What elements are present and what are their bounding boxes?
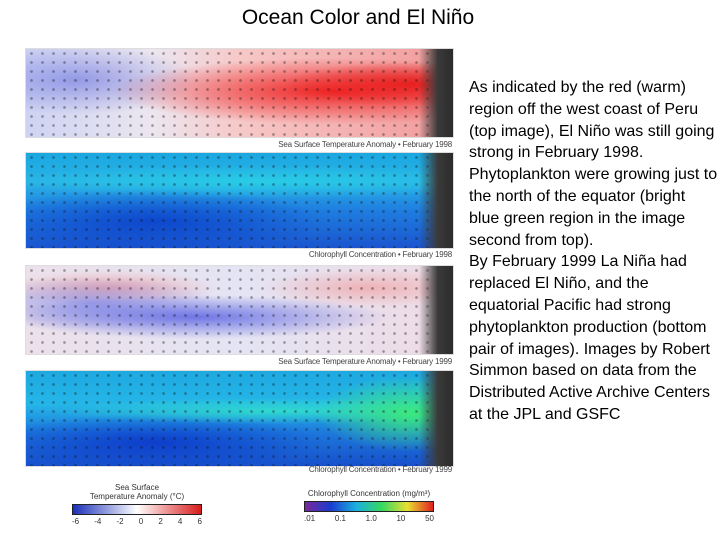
- land-islands-overlay: [26, 153, 453, 248]
- sst-scale-ticks: -6 -4 -2 0 2 4 6: [72, 517, 202, 526]
- chl-tick-label: 1.0: [365, 514, 377, 523]
- sst-tick-label: -6: [72, 517, 80, 526]
- chlorophyll-map-1999: [25, 370, 454, 467]
- sst-tick-label: -4: [94, 517, 102, 526]
- page-title: Ocean Color and El Niño: [241, 6, 475, 29]
- chlorophyll-map-1998: [25, 152, 454, 249]
- sst-1998-caption: Sea Surface Temperature Anomaly • Februa…: [278, 140, 452, 149]
- description-text: As indicated by the red (warm) region of…: [469, 77, 719, 426]
- sst-tick-label: 6: [197, 517, 202, 526]
- chlorophyll-1998-caption: Chlorophyll Concentration • February 199…: [308, 250, 452, 259]
- chlorophyll-legend-title: Chlorophyll Concentration (mg/m³): [307, 489, 431, 498]
- description-paragraph-1998: As indicated by the red (warm) region of…: [469, 79, 718, 249]
- sst-tick-label: -2: [116, 517, 124, 526]
- land-islands-overlay: [26, 266, 453, 354]
- chlorophyll-scale-ticks: .01 0.1 1.0 10 50: [304, 514, 434, 523]
- chl-tick-label: 10: [396, 514, 406, 523]
- sst-tick-label: 4: [177, 517, 183, 526]
- sst-anomaly-map-1999: [25, 265, 454, 355]
- sst-legend-title-line2: Temperature Anomaly (°C): [89, 492, 185, 501]
- sst-anomaly-map-1998: [25, 48, 454, 138]
- south-america-landmass: [419, 266, 453, 354]
- chl-tick-label: .01: [304, 514, 316, 523]
- sst-tick-label: 0: [138, 517, 144, 526]
- chl-tick-label: 0.1: [334, 514, 346, 523]
- sst-legend: Sea Surface Temperature Anomaly (°C) -6-…: [72, 483, 202, 526]
- chlorophyll-legend: Chlorophyll Concentration (mg/m³) .01 0.1…: [304, 483, 434, 523]
- south-america-landmass: [419, 153, 453, 248]
- chlorophyll-1999-caption: Chlorophyll Concentration • February 199…: [308, 465, 452, 474]
- sst-tick-label: 2: [158, 517, 163, 526]
- description-paragraph-1999: By February 1999 La Niña had replaced El…: [469, 253, 710, 423]
- land-islands-overlay: [26, 49, 453, 137]
- sst-1999-caption: Sea Surface Temperature Anomaly • Februa…: [278, 357, 452, 366]
- chlorophyll-color-scale: [304, 501, 434, 512]
- chl-tick-label: 50: [425, 514, 434, 523]
- land-islands-overlay: [26, 371, 453, 466]
- south-america-landmass: [419, 371, 453, 466]
- sst-legend-title-line1: Sea Surface: [114, 483, 160, 492]
- sst-color-scale: [72, 504, 202, 515]
- south-america-landmass: [419, 49, 453, 137]
